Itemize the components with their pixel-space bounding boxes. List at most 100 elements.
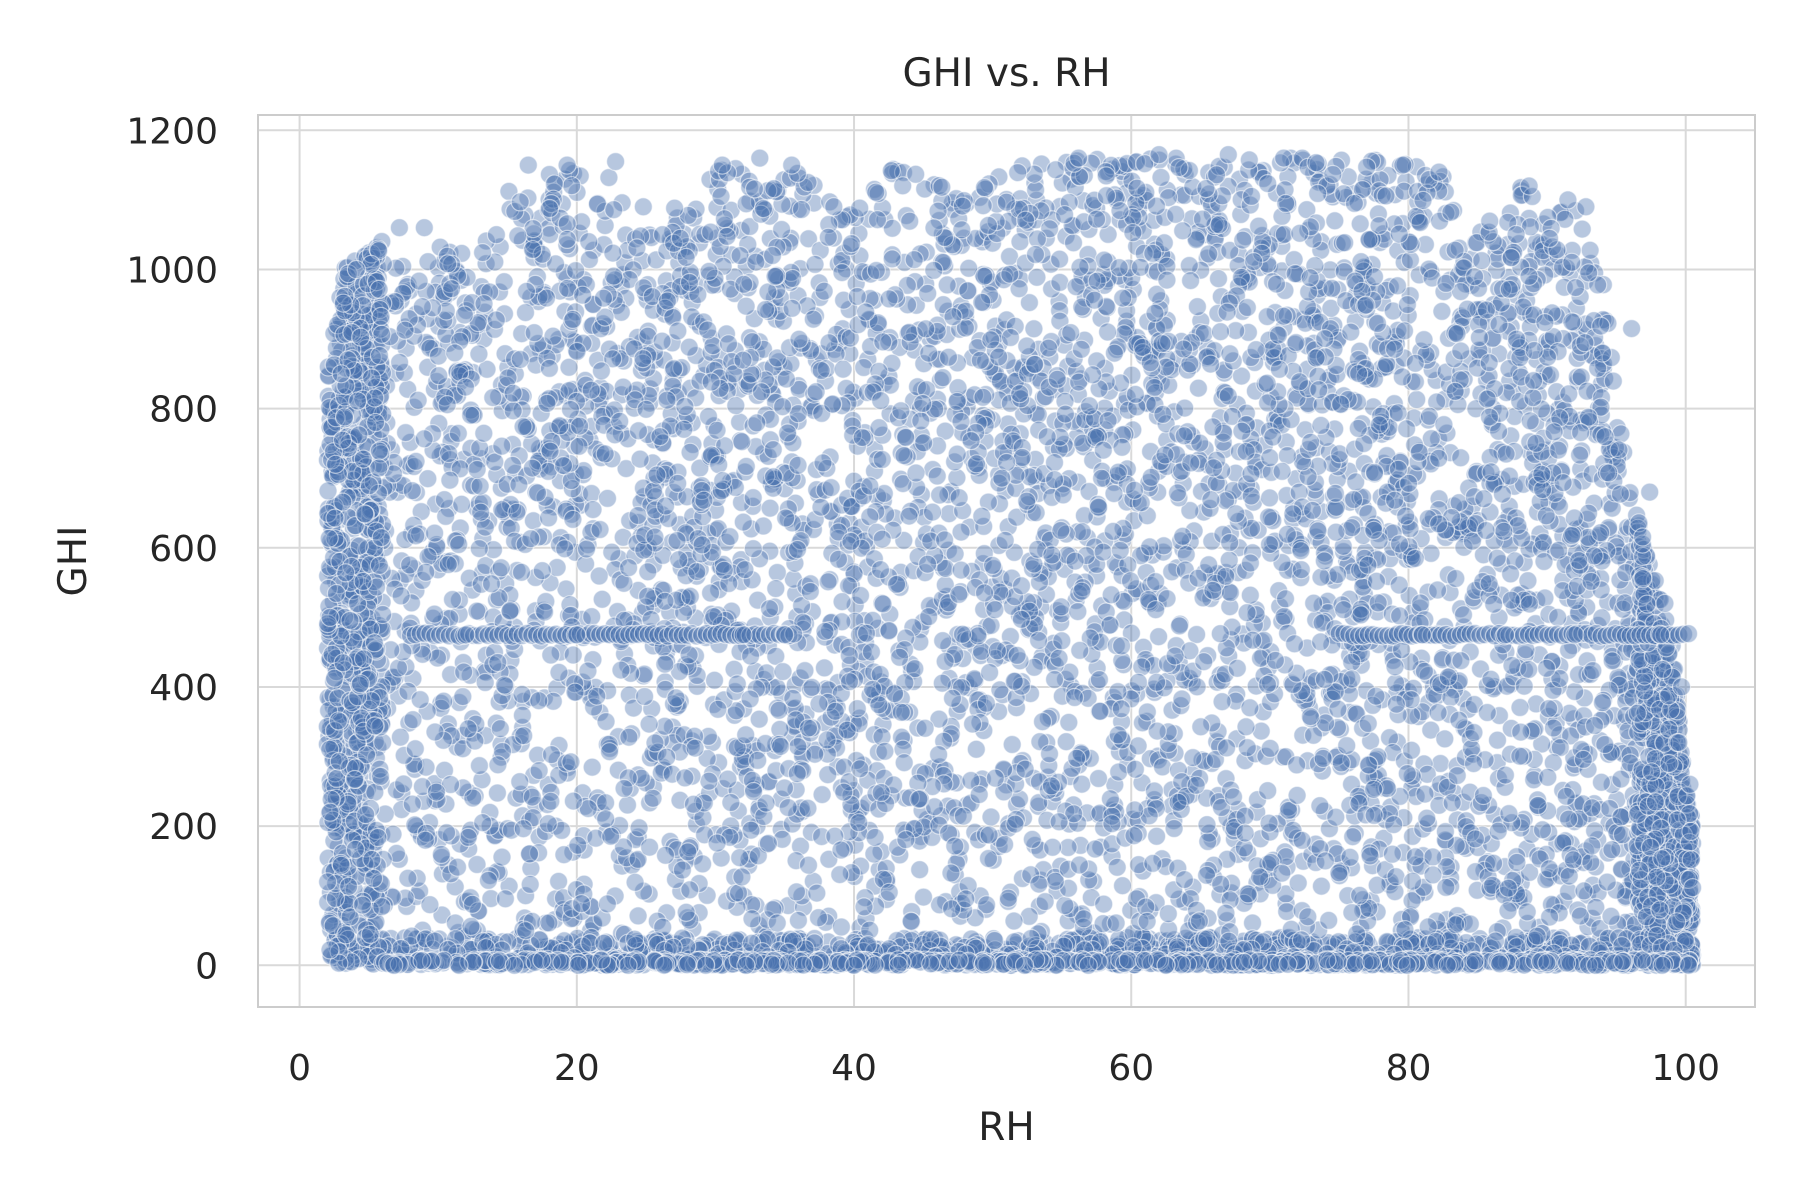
scatter-point [1515,677,1533,695]
scatter-point [410,272,428,290]
scatter-point [1239,885,1257,903]
scatter-point [1485,595,1503,613]
scatter-point [833,264,851,282]
scatter-point [820,334,838,352]
scatter-point [1148,197,1166,215]
scatter-point [600,169,618,187]
scatter-point [583,485,601,503]
scatter-point [867,183,885,201]
scatter-point [626,873,644,891]
scatter-point [1259,675,1277,693]
scatter-point [996,836,1014,854]
scatter-point [1090,770,1108,788]
scatter-point [1202,355,1220,373]
scatter-point [443,280,461,298]
scatter-point [455,663,473,681]
scatter-point [761,499,779,517]
scatter-point [1540,700,1558,718]
scatter-point [419,548,437,566]
scatter-point [1003,736,1021,754]
scatter-point [641,838,659,856]
scatter-point [630,422,648,440]
scatter-point [513,706,531,724]
scatter-point [952,523,970,541]
scatter-point [603,543,621,561]
scatter-point [1036,893,1054,911]
scatter-point [1571,446,1589,464]
scatter-point [681,443,699,461]
scatter-point [455,306,473,324]
scatter-point [1073,775,1091,793]
scatter-point [459,828,477,846]
scatter-point [1232,268,1250,286]
scatter-point [1316,330,1334,348]
scatter-point [560,358,578,376]
scatter-point [1148,827,1166,845]
scatter-point [1448,767,1466,785]
scatter-point [819,766,837,784]
scatter-point [1086,840,1104,858]
scatter-point [580,233,598,251]
scatter-point [1107,914,1125,932]
scatter-point [851,199,869,217]
scatter-point [715,561,733,579]
scatter-point [450,536,468,554]
scatter-point [1041,745,1059,763]
scatter-point [789,911,807,929]
scatter-point [720,335,738,353]
scatter-point [471,477,489,495]
scatter-point [1027,181,1045,199]
scatter-point [1429,704,1447,722]
scatter-cloud [318,149,1701,974]
scatter-point [930,746,948,764]
scatter-point [919,284,937,302]
scatter-point [1572,424,1590,442]
scatter-point [950,489,968,507]
scatter-point [920,608,938,626]
scatter-point [948,469,966,487]
scatter-point [815,282,833,300]
scatter-point [1560,867,1578,885]
scatter-point [744,489,762,507]
scatter-point [1293,831,1311,849]
scatter-point [1576,334,1594,352]
scatter-point [588,195,606,213]
scatter-point [731,849,749,867]
scatter-point [1156,446,1174,464]
scatter-point [568,343,586,361]
scatter-point [1344,828,1362,846]
scatter-point [550,872,568,890]
scatter-point [1011,385,1029,403]
scatter-point [764,441,782,459]
scatter-point [620,728,638,746]
scatter-point [996,531,1014,549]
scatter-point [639,587,657,605]
scatter-point [1433,302,1451,320]
scatter-point [1142,468,1160,486]
scatter-point [629,907,647,925]
scatter-point [1450,711,1468,729]
scatter-point [1109,683,1127,701]
scatter-point [850,814,868,832]
scatter-point [874,333,892,351]
scatter-point [1398,296,1416,314]
scatter-point [1047,161,1065,179]
scatter-point [1144,854,1162,872]
scatter-point [1544,719,1562,737]
scatter-point [833,593,851,611]
scatter-point [411,691,429,709]
scatter-point [1549,441,1567,459]
scatter-point [912,412,930,430]
scatter-point [525,324,543,342]
scatter-point [1412,594,1430,612]
scatter-point [880,622,898,640]
scatter-point [1524,389,1542,407]
scatter-point [1465,755,1483,773]
scatter-point [1023,830,1041,848]
scatter-point [1188,298,1206,316]
scatter-point [789,738,807,756]
scatter-point [1287,334,1305,352]
scatter-point [395,775,413,793]
scatter-point [1187,776,1205,794]
